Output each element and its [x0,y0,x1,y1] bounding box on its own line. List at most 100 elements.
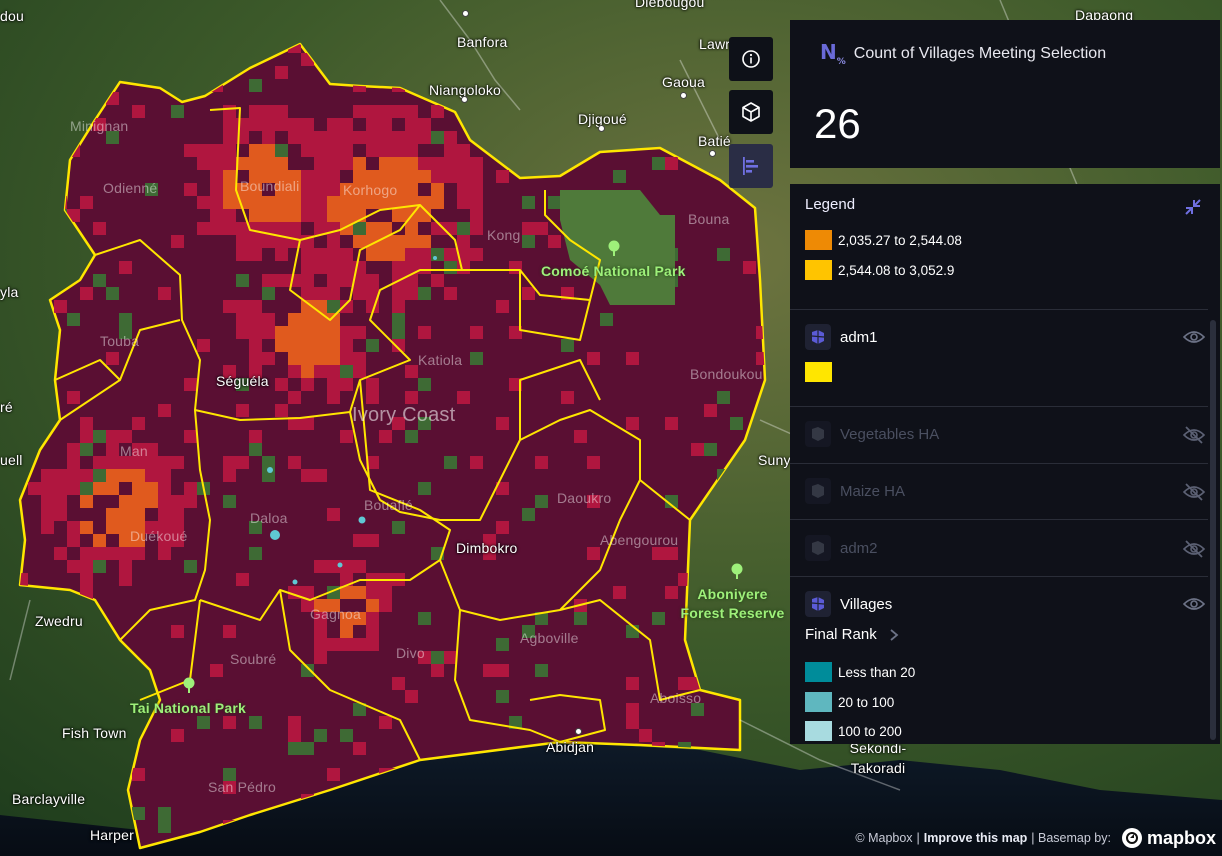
choropleth-cell[interactable] [197,716,210,729]
choropleth-cell[interactable] [379,716,392,729]
choropleth-cell[interactable] [314,638,327,651]
choropleth-cell[interactable] [405,287,418,300]
choropleth-cell[interactable] [223,209,236,222]
choropleth-cell[interactable] [353,105,366,118]
choropleth-cell[interactable] [418,261,431,274]
choropleth-cell[interactable] [301,248,314,261]
choropleth-cell[interactable] [106,352,119,365]
choropleth-cell[interactable] [496,417,509,430]
choropleth-cell[interactable] [327,170,340,183]
choropleth-cell[interactable] [275,248,288,261]
choropleth-cell[interactable] [340,196,353,209]
choropleth-cell[interactable] [366,599,379,612]
choropleth-cell[interactable] [301,352,314,365]
choropleth-cell[interactable] [379,131,392,144]
choropleth-cell[interactable] [353,365,366,378]
choropleth-cell[interactable] [171,495,184,508]
choropleth-cell[interactable] [314,612,327,625]
choropleth-cell[interactable] [366,274,379,287]
choropleth-cell[interactable] [626,677,639,690]
choropleth-cell[interactable] [314,222,327,235]
choropleth-cell[interactable] [171,729,184,742]
choropleth-cell[interactable] [340,300,353,313]
choropleth-cell[interactable] [327,131,340,144]
choropleth-cell[interactable] [314,183,327,196]
choropleth-cell[interactable] [327,274,340,287]
choropleth-cell[interactable] [93,469,106,482]
choropleth-cell[interactable] [106,443,119,456]
choropleth-cell[interactable] [600,313,613,326]
choropleth-cell[interactable] [691,703,704,716]
choropleth-cell[interactable] [366,456,379,469]
choropleth-cell[interactable] [509,378,522,391]
choropleth-cell[interactable] [210,157,223,170]
choropleth-cell[interactable] [132,521,145,534]
choropleth-cell[interactable] [717,391,730,404]
choropleth-cell[interactable] [54,300,67,313]
choropleth-cell[interactable] [223,131,236,144]
choropleth-cell[interactable] [119,521,132,534]
choropleth-cell[interactable] [366,170,379,183]
choropleth-cell[interactable] [223,118,236,131]
choropleth-cell[interactable] [392,300,405,313]
choropleth-cell[interactable] [223,365,236,378]
choropleth-cell[interactable] [314,729,327,742]
choropleth-cell[interactable] [106,482,119,495]
choropleth-cell[interactable] [418,417,431,430]
choropleth-cell[interactable] [587,547,600,560]
choropleth-cell[interactable] [106,521,119,534]
choropleth-cell[interactable] [80,495,93,508]
choropleth-cell[interactable] [93,118,106,131]
choropleth-cell[interactable] [366,248,379,261]
choropleth-cell[interactable] [288,222,301,235]
choropleth-cell[interactable] [366,196,379,209]
choropleth-cell[interactable] [353,222,366,235]
choropleth-cell[interactable] [470,326,483,339]
choropleth-cell[interactable] [54,495,67,508]
choropleth-cell[interactable] [626,703,639,716]
choropleth-cell[interactable] [353,703,366,716]
choropleth-cell[interactable] [275,326,288,339]
choropleth-cell[interactable] [379,222,392,235]
choropleth-cell[interactable] [431,131,444,144]
choropleth-cell[interactable] [418,170,431,183]
choropleth-cell[interactable] [210,222,223,235]
choropleth-cell[interactable] [249,157,262,170]
choropleth-cell[interactable] [80,560,93,573]
choropleth-cell[interactable] [67,391,80,404]
choropleth-cell[interactable] [314,287,327,300]
choropleth-cell[interactable] [132,508,145,521]
choropleth-cell[interactable] [340,339,353,352]
choropleth-cell[interactable] [379,586,392,599]
choropleth-cell[interactable] [496,638,509,651]
choropleth-cell[interactable] [236,378,249,391]
choropleth-cell[interactable] [366,378,379,391]
choropleth-cell[interactable] [431,196,444,209]
layer-row-adm1[interactable]: adm1 [805,322,1206,352]
choropleth-cell[interactable] [353,534,366,547]
choropleth-cell[interactable] [197,339,210,352]
choropleth-cell[interactable] [340,352,353,365]
info-button[interactable] [729,37,773,81]
choropleth-cell[interactable] [158,521,171,534]
choropleth-cell[interactable] [340,729,353,742]
choropleth-cell[interactable] [665,417,678,430]
choropleth-cell[interactable] [457,248,470,261]
choropleth-cell[interactable] [366,131,379,144]
choropleth-cell[interactable] [301,183,314,196]
choropleth-cell[interactable] [522,287,535,300]
choropleth-cell[interactable] [93,547,106,560]
choropleth-cell[interactable] [249,222,262,235]
choropleth-cell[interactable] [171,625,184,638]
choropleth-cell[interactable] [431,664,444,677]
choropleth-cell[interactable] [67,469,80,482]
choropleth-cell[interactable] [93,560,106,573]
choropleth-cell[interactable] [509,326,522,339]
choropleth-cell[interactable] [119,456,132,469]
improve-map-link[interactable]: Improve this map [923,831,1028,845]
choropleth-cell[interactable] [301,417,314,430]
choropleth-cell[interactable] [405,118,418,131]
choropleth-cell[interactable] [366,638,379,651]
choropleth-cell[interactable] [301,586,314,599]
choropleth-cell[interactable] [262,222,275,235]
